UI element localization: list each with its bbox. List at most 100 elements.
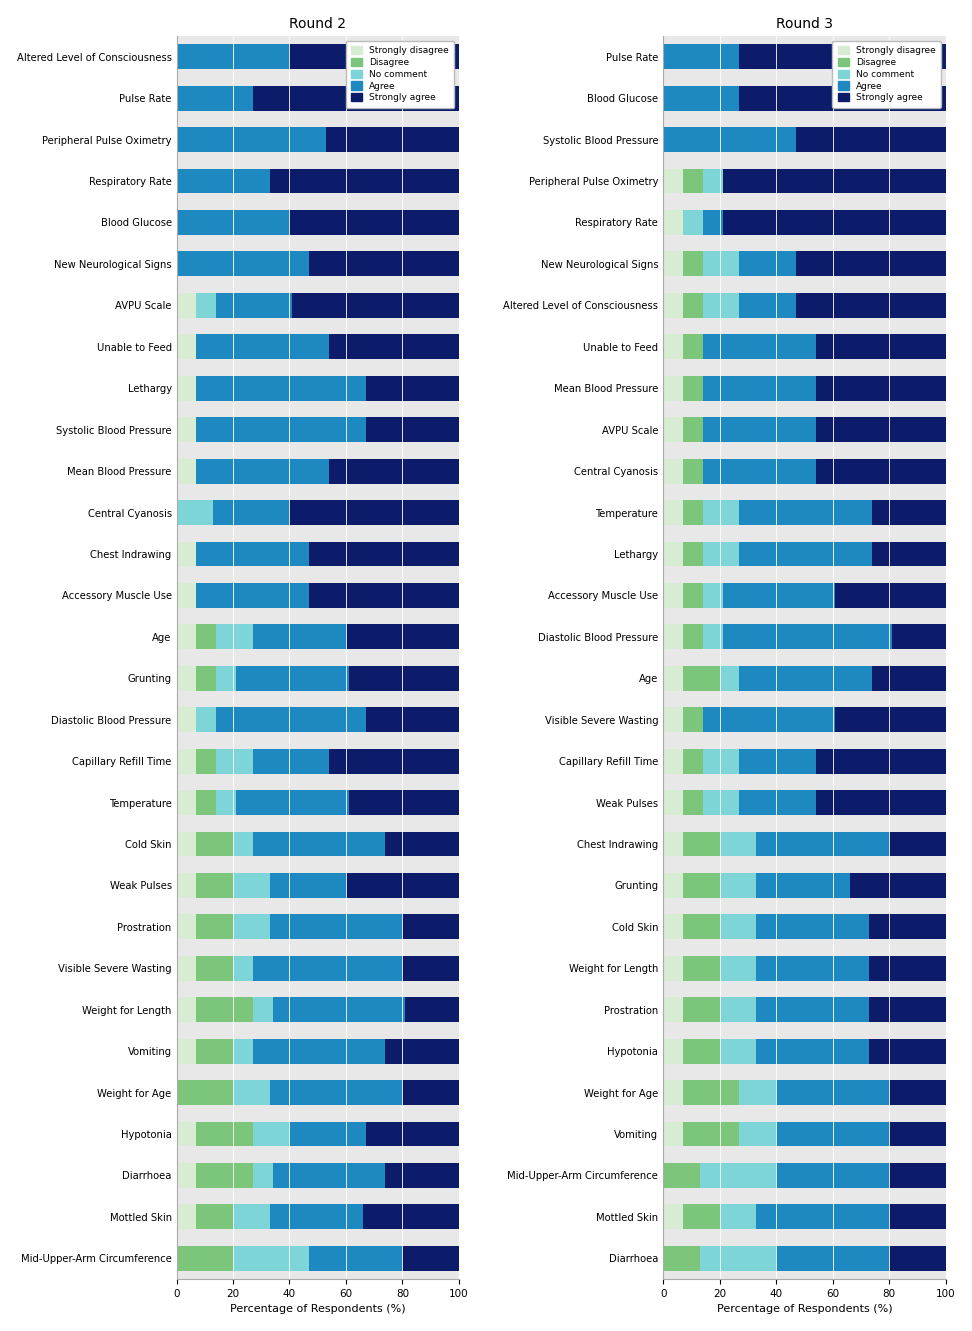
Bar <box>402 956 459 981</box>
Bar <box>269 873 346 898</box>
Bar <box>756 1038 869 1063</box>
Bar <box>216 707 365 732</box>
Bar <box>663 997 683 1022</box>
Bar <box>740 1081 776 1105</box>
Bar <box>290 1122 365 1146</box>
Bar <box>683 252 703 277</box>
Bar <box>365 707 459 732</box>
Bar <box>703 791 740 815</box>
Bar <box>253 956 402 981</box>
X-axis label: Percentage of Respondents (%): Percentage of Respondents (%) <box>716 1304 892 1314</box>
Bar <box>796 128 946 152</box>
Bar <box>683 624 703 650</box>
X-axis label: Percentage of Respondents (%): Percentage of Respondents (%) <box>229 1304 405 1314</box>
Bar <box>683 791 703 815</box>
Bar <box>872 666 946 691</box>
Bar <box>703 500 740 524</box>
Bar <box>269 1205 363 1230</box>
Bar <box>663 459 683 483</box>
Bar <box>196 542 309 567</box>
Bar <box>816 459 946 483</box>
Bar <box>663 707 683 732</box>
Bar <box>663 375 683 401</box>
Bar <box>683 832 719 856</box>
Bar <box>663 293 683 318</box>
Bar <box>683 997 719 1022</box>
Bar <box>216 624 253 650</box>
Bar <box>196 666 216 691</box>
Bar <box>177 500 213 524</box>
Bar <box>196 334 329 359</box>
Bar <box>309 583 459 608</box>
Bar <box>663 873 683 898</box>
Bar <box>253 748 329 773</box>
Bar <box>719 832 756 856</box>
Bar <box>850 873 946 898</box>
Bar <box>196 583 309 608</box>
Bar <box>740 85 946 110</box>
Bar <box>889 1163 946 1187</box>
Bar <box>196 956 233 981</box>
Bar <box>889 1122 946 1146</box>
Bar <box>236 791 349 815</box>
Bar <box>177 1038 196 1063</box>
Bar <box>703 210 722 234</box>
Bar <box>253 1122 290 1146</box>
Bar <box>683 375 703 401</box>
Bar <box>776 1081 889 1105</box>
Bar <box>663 500 683 524</box>
Bar <box>872 542 946 567</box>
Bar <box>869 914 946 940</box>
Bar <box>663 1205 683 1230</box>
Bar <box>683 1205 719 1230</box>
Bar <box>177 128 327 152</box>
Bar <box>236 666 349 691</box>
Bar <box>213 500 290 524</box>
Bar <box>177 997 196 1022</box>
Bar <box>703 169 722 193</box>
Bar <box>196 1122 253 1146</box>
Bar <box>683 956 719 981</box>
Bar <box>329 334 459 359</box>
Bar <box>253 997 272 1022</box>
Bar <box>177 169 269 193</box>
Bar <box>722 210 946 234</box>
Bar <box>683 914 719 940</box>
Bar <box>363 1205 459 1230</box>
Bar <box>869 1038 946 1063</box>
Bar <box>740 44 946 69</box>
Bar <box>703 542 740 567</box>
Bar <box>402 914 459 940</box>
Bar <box>386 832 459 856</box>
Bar <box>290 500 459 524</box>
Bar <box>683 1038 719 1063</box>
Bar <box>272 1163 386 1187</box>
Bar <box>216 748 253 773</box>
Bar <box>663 832 683 856</box>
Bar <box>365 1122 459 1146</box>
Bar <box>683 293 703 318</box>
Bar <box>327 128 459 152</box>
Bar <box>740 500 872 524</box>
Bar <box>177 210 290 234</box>
Bar <box>177 583 196 608</box>
Bar <box>889 832 946 856</box>
Bar <box>816 417 946 442</box>
Bar <box>683 583 703 608</box>
Bar <box>816 334 946 359</box>
Bar <box>365 417 459 442</box>
Bar <box>683 459 703 483</box>
Bar <box>683 707 703 732</box>
Bar <box>722 583 835 608</box>
Bar <box>892 624 946 650</box>
Bar <box>869 956 946 981</box>
Bar <box>740 748 816 773</box>
Bar <box>703 583 722 608</box>
Bar <box>349 791 459 815</box>
Bar <box>663 417 683 442</box>
Bar <box>196 707 216 732</box>
Bar <box>683 417 703 442</box>
Bar <box>177 624 196 650</box>
Bar <box>365 375 459 401</box>
Bar <box>740 293 796 318</box>
